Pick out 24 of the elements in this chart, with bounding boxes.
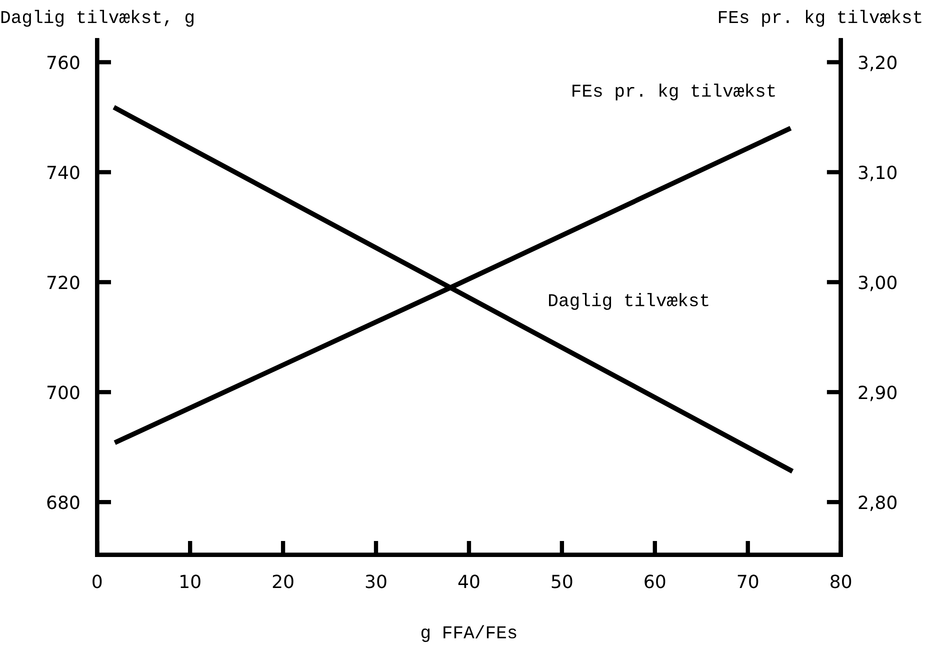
y2-tick-label: 2,80 [858,496,896,512]
x-tick-label: 80 [830,574,852,588]
x-tick-label: 10 [180,574,200,588]
x-tick-label: 0 [92,574,102,588]
x-tick-label: 70 [738,574,758,588]
y-tick-label: 740 [47,166,80,180]
y2-tick-label: 3,20 [858,56,896,72]
x-tick-label: 50 [552,574,572,588]
x-tick-label: 40 [458,574,480,588]
y-axis-title: Daglig tilvækst, g [1,10,194,27]
x-tick-label: 20 [272,574,294,588]
y-tick-label: 700 [47,386,80,400]
series-label: Daglig tilvækst [549,293,708,310]
x-tick-label: 30 [366,574,386,588]
y2-tick-label: 3,00 [858,276,896,292]
y2-tick-label: 2,90 [858,386,896,402]
y2-tick-label: 3,10 [858,166,896,182]
x-tick-label: 60 [644,574,666,588]
x-axis-title: g FFA/FEs [421,625,516,642]
y-tick-label: 720 [47,276,80,290]
y2-axis-title: FEs pr. kg tilvækst [718,10,922,27]
y-tick-label: 680 [47,496,80,510]
series-label: FEs pr. kg tilvækst [572,84,775,100]
y-tick-label: 760 [47,56,80,70]
